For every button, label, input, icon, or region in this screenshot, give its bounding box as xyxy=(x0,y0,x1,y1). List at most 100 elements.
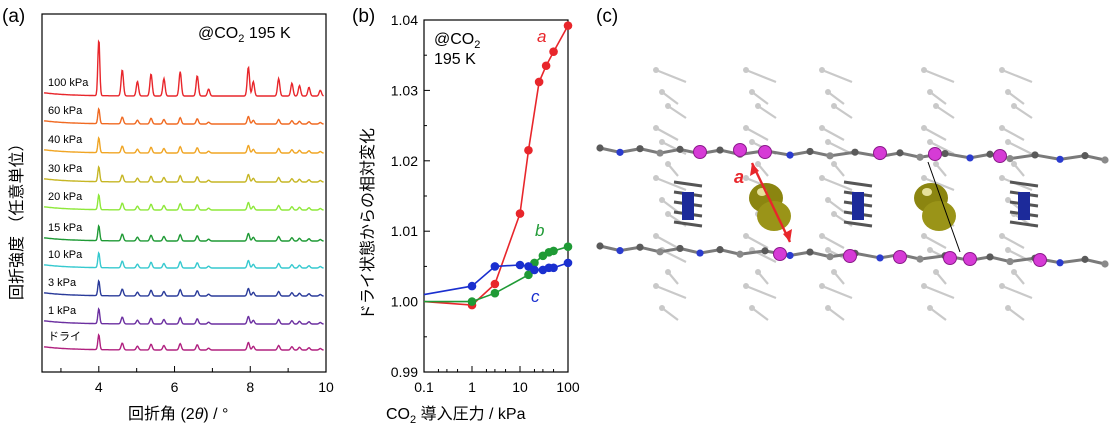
metal-center xyxy=(758,145,772,159)
panel-b-y-ticks: 0.99 1.00 1.01 1.02 1.03 1.04 xyxy=(391,12,430,380)
ligand-atom xyxy=(1011,161,1017,167)
ligand-atom xyxy=(999,67,1005,73)
pressure-label: 1 kPa xyxy=(48,305,77,317)
data-point-c xyxy=(530,265,539,275)
ligand-atom xyxy=(927,247,933,253)
ligand-bond xyxy=(745,235,769,249)
ligand-bond xyxy=(655,284,687,300)
panel-b-annotation-line2: 195 K xyxy=(434,51,476,68)
data-point-a xyxy=(534,77,544,87)
panel-b-annotation-line1: @CO2 xyxy=(434,31,480,51)
ligand-atom xyxy=(819,233,825,239)
pillar-bond xyxy=(673,220,703,228)
panel-b-frame xyxy=(423,19,569,373)
ligand-bond xyxy=(821,176,853,192)
data-point-a xyxy=(490,279,500,289)
panel-b-series: a b c xyxy=(423,21,573,310)
y-tick-label: 1.04 xyxy=(391,12,418,28)
ligand-atom xyxy=(653,175,659,181)
series-label-b: b xyxy=(535,221,544,240)
ligand-atom xyxy=(999,283,1005,289)
panel-a-xlabel: 回折角 (2θ) / ° xyxy=(128,405,228,423)
ligand-bond xyxy=(1007,307,1025,321)
ligand-atom xyxy=(999,125,1005,131)
panel-a-annotation: @CO2 195 K xyxy=(198,25,291,45)
co2-sphere xyxy=(922,201,956,231)
cell-edge xyxy=(927,161,961,253)
chain-atom xyxy=(1101,156,1109,164)
ligand-atom xyxy=(659,197,665,203)
chain-atom xyxy=(806,248,814,256)
xrd-trace xyxy=(43,39,324,97)
ligand-atom xyxy=(921,233,927,239)
chain-atom xyxy=(851,148,859,156)
chain-atom xyxy=(636,145,644,153)
pillar-core xyxy=(1018,192,1030,220)
ligand-bond xyxy=(935,105,955,119)
ligand-atom xyxy=(755,103,761,109)
ligand-atom xyxy=(819,67,825,73)
data-point-b xyxy=(549,246,558,256)
ligand-atom xyxy=(819,125,825,131)
ligand-bond xyxy=(661,199,679,213)
ligand-atom xyxy=(743,125,749,131)
ligand-atom xyxy=(665,161,671,167)
ligand-atom xyxy=(659,305,665,311)
ligand-atom xyxy=(933,161,939,167)
data-point-b xyxy=(524,270,533,280)
co2-highlight xyxy=(922,188,932,196)
ligand-bond xyxy=(1001,127,1025,141)
metal-center xyxy=(993,149,1007,163)
ligand-bond xyxy=(929,307,947,321)
ligand-atom xyxy=(749,139,755,145)
y-tick-label: 1.03 xyxy=(391,82,418,98)
ligand-bond xyxy=(821,127,845,141)
ligand-atom xyxy=(743,67,749,73)
ligand-bond xyxy=(751,91,769,105)
pillar-bond xyxy=(843,220,873,228)
ligand-atom xyxy=(927,139,933,145)
ligand-atom xyxy=(921,125,927,131)
xrd-trace xyxy=(43,107,324,125)
pressure-label: ドライ xyxy=(48,331,81,343)
ligand-bond xyxy=(757,105,777,119)
data-point-c xyxy=(467,281,477,291)
ligand-bond xyxy=(821,284,853,300)
chain-atom xyxy=(616,247,624,255)
ligand-bond xyxy=(1001,235,1025,249)
ligand-atom xyxy=(665,269,671,275)
ligand-atom xyxy=(999,175,1005,181)
ligand-bond xyxy=(929,141,955,155)
data-point-c xyxy=(490,262,500,271)
ligand-atom xyxy=(665,211,671,217)
chain-atom xyxy=(806,147,814,156)
ligand-bond xyxy=(745,127,769,141)
metal-center xyxy=(943,251,957,265)
y-tick-label: 0.99 xyxy=(391,364,418,380)
pillar-bond xyxy=(1009,180,1039,188)
ligand-bond xyxy=(667,105,687,119)
chain-atom xyxy=(676,145,684,153)
data-point-a xyxy=(524,145,533,155)
ligand-bond xyxy=(923,235,947,249)
pillar-bond xyxy=(1009,220,1039,228)
ligand-bond xyxy=(923,176,955,192)
data-point-a xyxy=(541,61,551,71)
ligand-atom xyxy=(653,283,659,289)
chain-atom xyxy=(1101,260,1109,268)
ligand-atom xyxy=(831,269,837,275)
ligand-atom xyxy=(927,89,933,95)
metal-center xyxy=(733,143,747,157)
ligand-atom xyxy=(825,89,831,95)
xrd-traces xyxy=(43,39,324,351)
panel-b-ylabel: ドライ状態からの相対変化 xyxy=(359,128,377,320)
chain-atom xyxy=(1081,255,1089,263)
chain-atom xyxy=(676,244,684,253)
data-point-c xyxy=(549,263,558,273)
ligand-bond xyxy=(745,284,777,300)
xrd-trace xyxy=(43,165,324,183)
ligand-atom xyxy=(921,67,927,73)
ligand-atom xyxy=(831,211,837,217)
ligand-bond xyxy=(923,284,955,300)
chain-atom xyxy=(896,149,904,157)
